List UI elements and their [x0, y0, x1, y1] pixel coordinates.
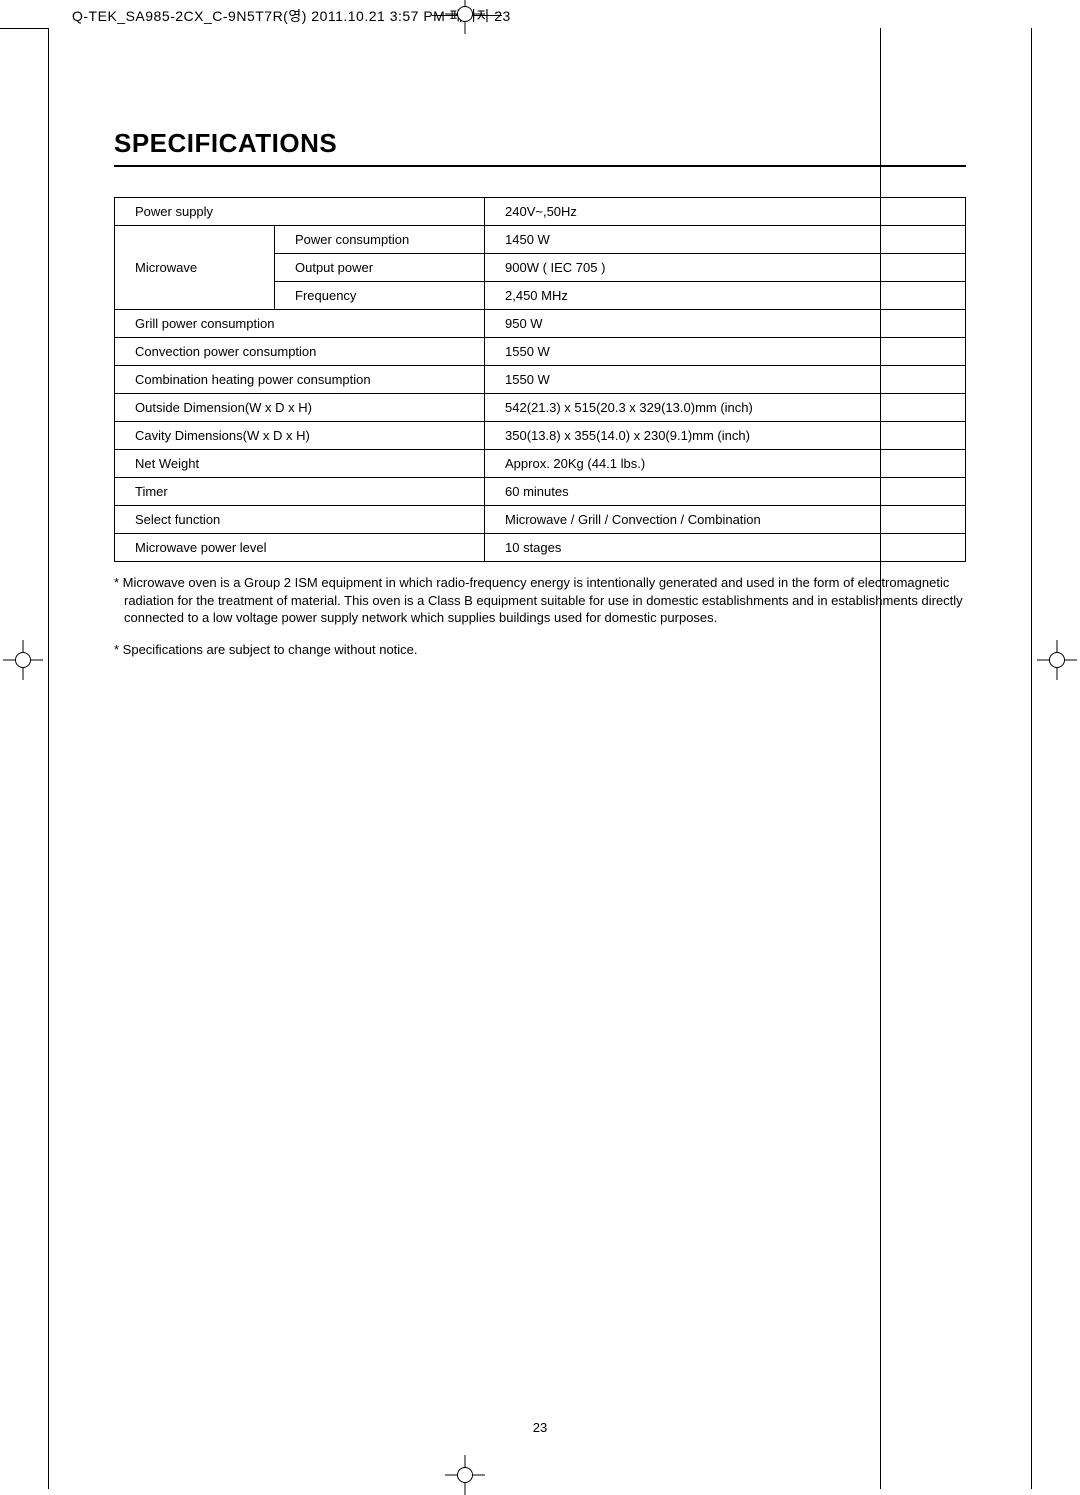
cell-value: 950 W	[485, 310, 966, 338]
table-row: Combination heating power consumption 15…	[115, 366, 966, 394]
cell-value: 1450 W	[485, 226, 966, 254]
table-row: Net Weight Approx. 20Kg (44.1 lbs.)	[115, 450, 966, 478]
cell-label: Outside Dimension(W x D x H)	[115, 394, 485, 422]
table-row: Grill power consumption 950 W	[115, 310, 966, 338]
table-row: Convection power consumption 1550 W	[115, 338, 966, 366]
cell-label: Power supply	[115, 198, 485, 226]
cell-label: Cavity Dimensions(W x D x H)	[115, 422, 485, 450]
cell-value: Microwave / Grill / Convection / Combina…	[485, 506, 966, 534]
table-row: Cavity Dimensions(W x D x H) 350(13.8) x…	[115, 422, 966, 450]
title-underline	[114, 165, 966, 167]
cell-sublabel: Frequency	[275, 282, 485, 310]
cell-value: 10 stages	[485, 534, 966, 562]
cell-sublabel: Output power	[275, 254, 485, 282]
specifications-table: Power supply 240V~,50Hz Microwave Power …	[114, 197, 966, 562]
frame-line	[0, 28, 48, 29]
table-row: Timer 60 minutes	[115, 478, 966, 506]
registration-mark	[1037, 640, 1077, 680]
cell-label: Microwave	[115, 226, 275, 310]
cell-value: 2,450 MHz	[485, 282, 966, 310]
cell-value: 240V~,50Hz	[485, 198, 966, 226]
cell-label: Combination heating power consumption	[115, 366, 485, 394]
registration-mark	[3, 640, 43, 680]
frame-line	[1031, 28, 1032, 1489]
cell-label: Convection power consumption	[115, 338, 485, 366]
table-row: Outside Dimension(W x D x H) 542(21.3) x…	[115, 394, 966, 422]
cell-label: Microwave power level	[115, 534, 485, 562]
cell-label: Net Weight	[115, 450, 485, 478]
page-title: SPECIFICATIONS	[114, 128, 966, 159]
cell-value: 60 minutes	[485, 478, 966, 506]
footnote-text: * Microwave oven is a Group 2 ISM equipm…	[114, 574, 966, 627]
cell-label: Timer	[115, 478, 485, 506]
table-row: Microwave Power consumption 1450 W	[115, 226, 966, 254]
cell-sublabel: Power consumption	[275, 226, 485, 254]
page-number: 23	[0, 1420, 1080, 1435]
cell-value: 350(13.8) x 355(14.0) x 230(9.1)mm (inch…	[485, 422, 966, 450]
cell-value: 542(21.3) x 515(20.3 x 329(13.0)mm (inch…	[485, 394, 966, 422]
registration-mark	[445, 1455, 485, 1495]
cell-label: Select function	[115, 506, 485, 534]
frame-line	[48, 28, 49, 1489]
table-row: Select function Microwave / Grill / Conv…	[115, 506, 966, 534]
cell-value: 1550 W	[485, 366, 966, 394]
cell-value: 900W ( IEC 705 )	[485, 254, 966, 282]
footnotes: * Microwave oven is a Group 2 ISM equipm…	[114, 574, 966, 658]
cell-value: Approx. 20Kg (44.1 lbs.)	[485, 450, 966, 478]
table-row: Microwave power level 10 stages	[115, 534, 966, 562]
table-row: Power supply 240V~,50Hz	[115, 198, 966, 226]
footnote-text: * Specifications are subject to change w…	[114, 641, 966, 659]
page-content: SPECIFICATIONS Power supply 240V~,50Hz M…	[114, 128, 966, 672]
cell-label: Grill power consumption	[115, 310, 485, 338]
cell-value: 1550 W	[485, 338, 966, 366]
registration-mark	[445, 0, 485, 34]
